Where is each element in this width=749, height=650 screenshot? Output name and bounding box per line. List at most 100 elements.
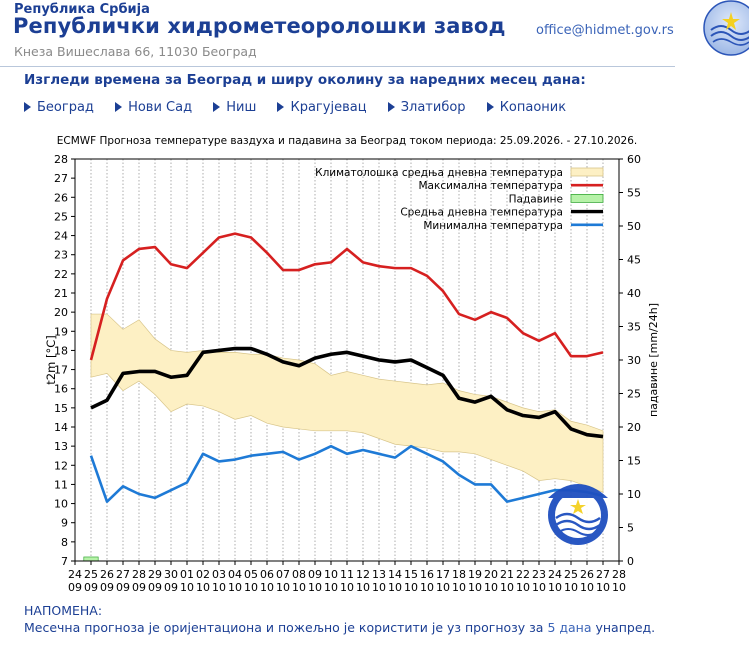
x-tick-month: 10	[452, 581, 466, 594]
x-tick-day: 28	[612, 568, 626, 581]
x-tick-day: 19	[468, 568, 482, 581]
y-tick-label: 18	[54, 344, 68, 357]
x-tick-day: 01	[180, 568, 194, 581]
y-axis-label: t2m [°C]	[44, 335, 58, 384]
x-tick-month: 10	[356, 581, 370, 594]
y-tick-label: 20	[54, 306, 68, 319]
y-tick-label: 7	[61, 555, 68, 568]
y-tick-label: 8	[61, 536, 68, 549]
y2-axis-label: падавине [mm/24h]	[647, 303, 660, 417]
x-tick-month: 10	[500, 581, 514, 594]
x-tick-month: 10	[564, 581, 578, 594]
x-tick-month: 09	[132, 581, 146, 594]
y2-tick-label: 45	[627, 254, 641, 267]
y-tick-label: 13	[54, 440, 68, 453]
rhmz-logo-icon[interactable]	[699, 0, 749, 66]
x-tick-day: 24	[68, 568, 82, 581]
x-tick-day: 14	[388, 568, 402, 581]
city-link-beograd[interactable]: Београд	[24, 100, 94, 115]
email-link[interactable]: office@hidmet.gov.rs	[536, 23, 674, 38]
arrow-right-icon	[277, 102, 285, 112]
x-tick-month: 09	[84, 581, 98, 594]
y2-tick-label: 10	[627, 488, 641, 501]
arrow-right-icon	[486, 102, 494, 112]
y-tick-label: 21	[54, 287, 68, 300]
x-tick-day: 21	[500, 568, 514, 581]
y-tick-label: 10	[54, 498, 68, 511]
x-tick-month: 10	[580, 581, 594, 594]
y-tick-label: 14	[54, 421, 68, 434]
x-tick-day: 17	[436, 568, 450, 581]
x-tick-month: 10	[420, 581, 434, 594]
x-tick-day: 05	[244, 568, 258, 581]
x-tick-month: 10	[180, 581, 194, 594]
x-tick-month: 10	[276, 581, 290, 594]
temperature-lines	[89, 232, 604, 503]
x-tick-month: 10	[196, 581, 210, 594]
x-tick-month: 10	[244, 581, 258, 594]
x-tick-month: 10	[292, 581, 306, 594]
forecast-5-days-link[interactable]: 5 дана	[547, 620, 592, 635]
legend-label: Средња дневна температура	[400, 207, 563, 219]
x-tick-day: 26	[580, 568, 594, 581]
x-tick-day: 23	[532, 568, 546, 581]
x-tick-month: 10	[308, 581, 322, 594]
y-tick-label: 9	[61, 517, 68, 530]
x-tick-day: 29	[148, 568, 162, 581]
legend-label: Минимална температура	[423, 220, 563, 232]
city-link-zlatibor[interactable]: Златибор	[387, 100, 466, 115]
x-tick-day: 25	[564, 568, 578, 581]
y2-tick-label: 30	[627, 354, 641, 367]
note-text-before: Месечна прогноза је оријентациона и поже…	[24, 620, 548, 635]
institute-address: Кнеза Вишеслава 66, 11030 Београд	[14, 44, 257, 59]
precipitation-bar	[83, 556, 99, 562]
x-tick-day: 18	[452, 568, 466, 581]
x-tick-month: 10	[404, 581, 418, 594]
chart-axes: 7891011121314151617181920212223242526272…	[44, 153, 660, 594]
x-tick-day: 11	[340, 568, 354, 581]
legend-swatch	[570, 193, 604, 203]
x-tick-day: 26	[100, 568, 114, 581]
y-tick-label: 23	[54, 249, 68, 262]
y-tick-label: 11	[54, 478, 68, 491]
site-header: Република Србија Републички хидрометеоро…	[0, 0, 675, 67]
x-tick-month: 09	[148, 581, 162, 594]
city-link-kopaonik[interactable]: Копаоник	[486, 100, 566, 115]
x-tick-month: 09	[164, 581, 178, 594]
x-tick-day: 16	[420, 568, 434, 581]
note-text: Месечна прогноза је оријентациона и поже…	[24, 620, 655, 635]
city-link-nis[interactable]: Ниш	[213, 100, 256, 115]
institute-title[interactable]: Републички хидрометеоролошки завод	[13, 14, 506, 38]
y-tick-label: 12	[54, 459, 68, 472]
city-navigation: Београд Нови Сад Ниш Крагујевац Златибор…	[24, 100, 583, 115]
y2-tick-label: 25	[627, 388, 641, 401]
x-tick-day: 10	[324, 568, 338, 581]
x-tick-day: 30	[164, 568, 178, 581]
y2-tick-label: 35	[627, 321, 641, 334]
city-label: Крагујевац	[290, 100, 367, 115]
y-tick-label: 27	[54, 172, 68, 185]
city-link-kragujevac[interactable]: Крагујевац	[277, 100, 367, 115]
legend-swatch	[570, 167, 604, 177]
city-link-novi-sad[interactable]: Нови Сад	[115, 100, 192, 115]
x-tick-day: 12	[356, 568, 370, 581]
arrow-right-icon	[213, 102, 221, 112]
y-tick-label: 19	[54, 325, 68, 338]
x-tick-day: 04	[228, 568, 242, 581]
climatology-band	[90, 313, 604, 493]
x-tick-month: 10	[228, 581, 242, 594]
y-tick-label: 22	[54, 268, 68, 281]
series-line	[89, 232, 604, 361]
climatology-band-area	[90, 313, 604, 493]
x-tick-month: 09	[116, 581, 130, 594]
y2-tick-label: 55	[627, 187, 641, 200]
x-tick-month: 10	[340, 581, 354, 594]
y2-tick-label: 50	[627, 220, 641, 233]
y-tick-label: 28	[54, 153, 68, 166]
x-tick-month: 09	[68, 581, 82, 594]
x-tick-month: 10	[388, 581, 402, 594]
x-tick-month: 10	[516, 581, 530, 594]
y2-tick-label: 60	[627, 153, 641, 166]
x-tick-month: 10	[260, 581, 274, 594]
x-tick-day: 22	[516, 568, 530, 581]
